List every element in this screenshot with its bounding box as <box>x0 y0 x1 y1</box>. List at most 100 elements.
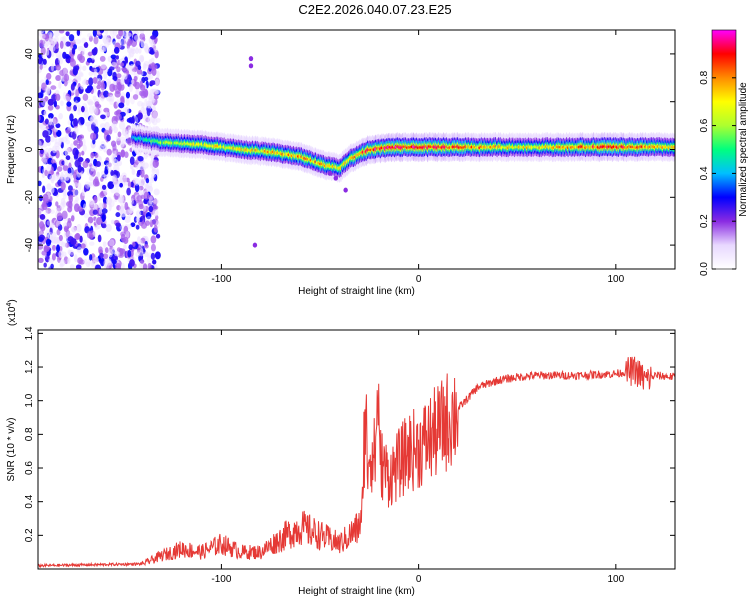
noise-speckle <box>114 187 120 197</box>
noise-speckle <box>74 233 80 241</box>
noise-speckle <box>141 102 145 109</box>
colorbar-tick-label: 0.4 <box>699 166 710 180</box>
noise-speckle <box>62 51 67 59</box>
noise-speckle <box>108 94 115 102</box>
noise-speckle <box>103 259 108 267</box>
noise-speckle <box>55 123 61 129</box>
noise-speckle <box>94 118 98 127</box>
noise-speckle <box>146 103 151 109</box>
noise-speckle <box>96 171 101 178</box>
noise-speckle <box>118 121 126 130</box>
noise-speckle <box>111 61 117 68</box>
noise-speckle <box>152 110 158 120</box>
noise-speckle <box>154 78 160 86</box>
noise-speckle <box>86 57 93 63</box>
noise-speckle <box>77 157 84 163</box>
noise-speckle <box>111 259 117 265</box>
noise-speckle <box>102 45 107 52</box>
noise-speckle <box>52 244 57 251</box>
noise-speckle <box>88 71 94 77</box>
noise-speckle <box>143 63 149 69</box>
noise-speckle <box>90 115 96 121</box>
noise-speckle <box>136 236 141 245</box>
noise-speckle <box>149 80 156 86</box>
noise-speckle <box>81 150 85 156</box>
noise-speckle <box>95 161 102 167</box>
noise-speckle <box>99 123 106 129</box>
noise-speckle <box>116 205 121 211</box>
noise-speckle <box>143 244 149 249</box>
noise-speckle <box>52 116 58 125</box>
noise-speckle <box>147 116 152 125</box>
noise-speckle <box>136 68 143 75</box>
noise-speckle <box>135 224 140 230</box>
noise-speckle <box>61 210 68 220</box>
noise-speckle <box>63 172 70 181</box>
noise-speckle <box>133 34 140 42</box>
noise-speckle <box>84 181 91 189</box>
noise-speckle <box>117 131 122 138</box>
noise-speckle <box>72 67 78 76</box>
noise-speckle <box>69 251 74 257</box>
noise-speckle <box>127 127 133 134</box>
noise-speckle <box>144 183 149 189</box>
noise-speckle <box>150 41 156 48</box>
noise-speckle <box>120 262 125 269</box>
noise-speckle <box>39 33 46 40</box>
noise-speckle <box>139 259 145 265</box>
isolated-blob <box>327 170 333 176</box>
noise-speckle <box>58 234 63 242</box>
noise-speckle <box>46 163 52 169</box>
noise-speckle <box>99 55 106 62</box>
y-tick-label: 0.6 <box>24 461 35 475</box>
noise-speckle <box>148 63 154 69</box>
x-axis-label: Height of straight line (km) <box>298 286 415 297</box>
noise-speckle <box>110 123 116 131</box>
noise-speckle <box>108 181 115 190</box>
noise-speckle <box>153 188 160 196</box>
noise-speckle <box>67 249 72 255</box>
noise-speckle <box>94 152 99 159</box>
noise-speckle <box>62 192 67 200</box>
noise-speckle <box>61 35 67 44</box>
noise-speckle <box>76 246 83 253</box>
noise-speckle <box>63 226 69 233</box>
noise-speckle <box>89 241 95 246</box>
noise-speckle <box>99 30 104 34</box>
noise-speckle <box>139 84 146 91</box>
noise-speckle <box>41 98 47 107</box>
noise-speckle <box>113 126 118 134</box>
noise-speckle <box>126 224 132 230</box>
noise-speckle <box>45 49 50 56</box>
noise-speckle <box>75 89 80 98</box>
noise-speckle <box>153 47 158 53</box>
noise-speckle <box>113 255 118 261</box>
x-tick-label: -100 <box>211 574 231 585</box>
noise-speckle <box>131 241 136 247</box>
noise-speckle <box>64 242 70 248</box>
noise-speckle <box>56 229 61 236</box>
noise-speckle <box>49 209 55 214</box>
noise-speckle <box>38 57 42 65</box>
noise-speckle <box>48 112 54 119</box>
y-tick-label: 1.0 <box>24 393 35 407</box>
noise-speckle <box>100 114 106 120</box>
noise-speckle <box>100 63 107 70</box>
noise-speckle <box>88 175 94 182</box>
noise-speckle <box>45 219 50 228</box>
noise-speckle <box>149 176 155 183</box>
noise-speckle <box>151 67 157 76</box>
x-tick-label: 0 <box>416 274 422 285</box>
noise-speckle <box>147 185 153 192</box>
noise-speckle <box>150 252 156 260</box>
noise-speckle <box>103 160 110 166</box>
noise-speckle <box>125 62 130 70</box>
noise-speckle <box>147 94 153 101</box>
noise-speckle <box>140 168 145 178</box>
noise-speckle <box>154 49 159 59</box>
noise-speckle <box>112 153 117 163</box>
noise-speckle <box>87 101 94 106</box>
noise-speckle <box>76 223 82 233</box>
noise-speckle <box>50 186 55 194</box>
noise-speckle <box>55 93 61 102</box>
